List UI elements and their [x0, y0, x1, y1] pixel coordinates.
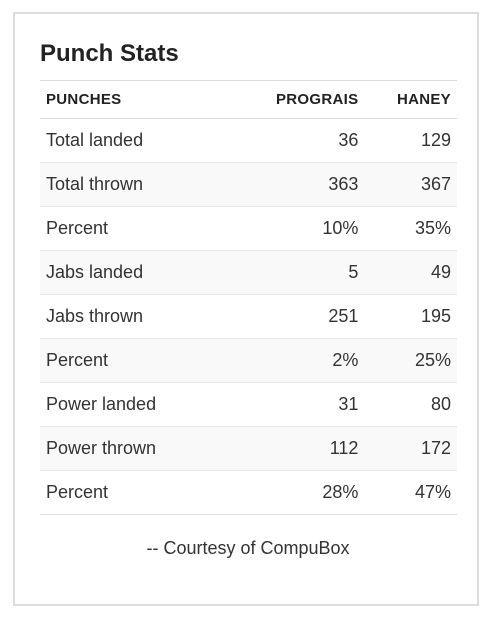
- row-label: Percent: [40, 206, 232, 251]
- prograis-value: 28%: [232, 470, 365, 515]
- header-punches: PUNCHES: [40, 80, 232, 119]
- prograis-value: 2%: [232, 338, 365, 383]
- prograis-value: 5: [232, 250, 365, 295]
- table-row: Power thrown 112 172: [40, 426, 457, 471]
- row-label: Power thrown: [40, 426, 232, 471]
- card-title: Punch Stats: [40, 40, 179, 67]
- row-label: Jabs landed: [40, 250, 232, 295]
- row-label: Percent: [40, 338, 232, 383]
- haney-value: 25%: [364, 338, 457, 383]
- prograis-value: 112: [232, 426, 365, 471]
- prograis-value: 363: [232, 162, 365, 207]
- header-prograis: PROGRAIS: [232, 80, 365, 119]
- haney-value: 129: [364, 118, 457, 163]
- table-row: Percent 10% 35%: [40, 206, 457, 251]
- row-label: Power landed: [40, 382, 232, 427]
- row-label: Total landed: [40, 118, 232, 163]
- row-label: Total thrown: [40, 162, 232, 207]
- prograis-value: 251: [232, 294, 365, 339]
- table-row: Percent 28% 47%: [40, 470, 457, 515]
- table-row: Total landed 36 129: [40, 118, 457, 163]
- table-row: Percent 2% 25%: [40, 338, 457, 383]
- table-row: Jabs thrown 251 195: [40, 294, 457, 339]
- haney-value: 80: [364, 382, 457, 427]
- haney-value: 172: [364, 426, 457, 471]
- punch-stats-table: PUNCHES PROGRAIS HANEY Total landed 36 1…: [40, 80, 457, 515]
- header-haney: HANEY: [364, 80, 457, 119]
- haney-value: 367: [364, 162, 457, 207]
- table-row: Power landed 31 80: [40, 382, 457, 427]
- punch-stats-card: Punch Stats PUNCHES PROGRAIS HANEY Total…: [13, 12, 479, 606]
- prograis-value: 36: [232, 118, 365, 163]
- haney-value: 35%: [364, 206, 457, 251]
- haney-value: 47%: [364, 470, 457, 515]
- prograis-value: 31: [232, 382, 365, 427]
- prograis-value: 10%: [232, 206, 365, 251]
- haney-value: 49: [364, 250, 457, 295]
- haney-value: 195: [364, 294, 457, 339]
- table-row: Total thrown 363 367: [40, 162, 457, 207]
- source-credit: -- Courtesy of CompuBox: [146, 538, 350, 558]
- table-row: Jabs landed 5 49: [40, 250, 457, 295]
- row-label: Jabs thrown: [40, 294, 232, 339]
- row-label: Percent: [40, 470, 232, 515]
- table-header-row: PUNCHES PROGRAIS HANEY: [40, 80, 457, 119]
